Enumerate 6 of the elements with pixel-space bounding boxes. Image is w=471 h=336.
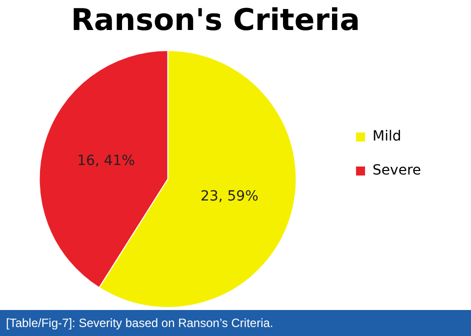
- data-label: 16, 41%: [77, 152, 135, 169]
- text: [Table/Fig-7]: Severity based on Ranson’s Criteria.: [0, 310, 471, 336]
- legend-label: Mild: [372, 128, 402, 145]
- chart-title: Ranson's Criteria: [70, 2, 360, 38]
- data-label: 23, 59%: [200, 188, 258, 205]
- legend-label: Severe: [372, 162, 422, 179]
